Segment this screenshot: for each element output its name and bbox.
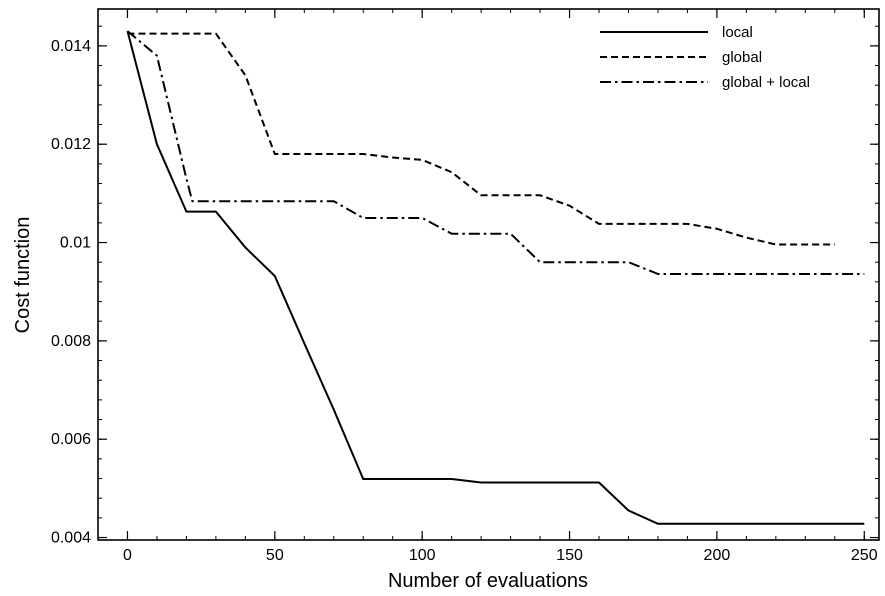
legend: local global global + local <box>600 24 810 91</box>
y-tick-label: 0.006 <box>51 431 91 448</box>
y-tick-labels: 0.004 0.006 0.008 0.01 0.012 0.014 <box>51 38 91 547</box>
legend-label-2: global <box>722 49 762 66</box>
x-tick-labels: 0 50 100 150 200 250 <box>123 547 878 564</box>
y-tick-label: 0.008 <box>51 333 91 350</box>
y-tick-label: 0.014 <box>51 38 91 55</box>
major-ticks <box>98 9 879 540</box>
x-tick-label: 0 <box>123 547 132 564</box>
y-tick-label: 0.01 <box>60 235 91 252</box>
x-tick-label: 50 <box>266 547 284 564</box>
x-tick-label: 250 <box>851 547 878 564</box>
y-axis-title: Cost function <box>12 217 34 334</box>
y-tick-label: 0.012 <box>51 136 91 153</box>
x-axis-title: Number of evaluations <box>388 570 588 592</box>
series-line-3 <box>126 30 865 275</box>
legend-label-3: global + local <box>722 74 810 91</box>
legend-label-1: local <box>722 24 753 41</box>
x-tick-label: 150 <box>556 547 583 564</box>
series-line-2 <box>127 32 835 246</box>
x-tick-label: 200 <box>704 547 731 564</box>
series-lines <box>126 30 865 525</box>
y-tick-label: 0.004 <box>51 530 91 547</box>
series-line-1 <box>126 30 865 525</box>
minor-ticks <box>97 9 879 540</box>
plot-frame <box>97 8 880 541</box>
x-tick-label: 100 <box>409 547 436 564</box>
